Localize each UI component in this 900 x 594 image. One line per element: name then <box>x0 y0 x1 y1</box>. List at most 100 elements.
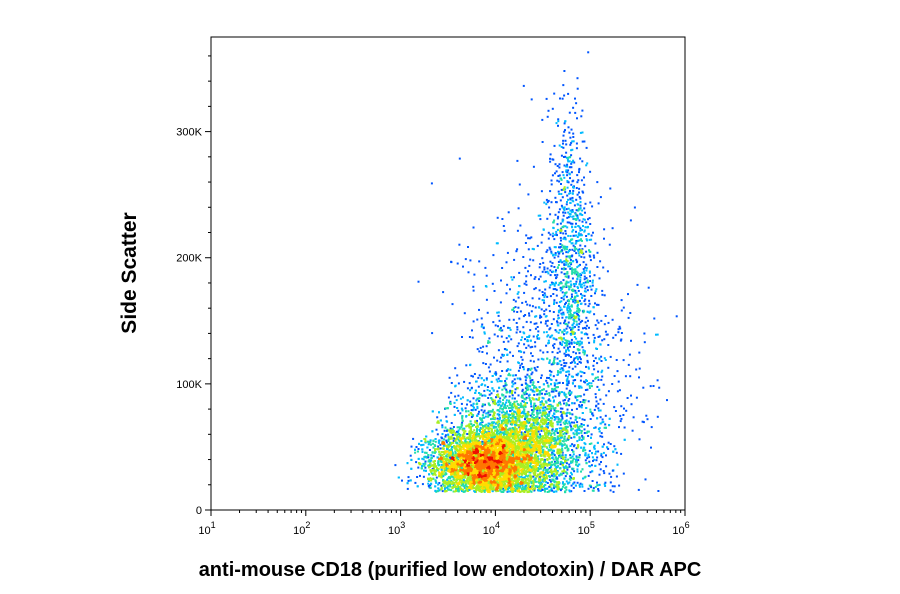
event-point <box>445 482 448 485</box>
event-point <box>459 458 462 461</box>
event-point <box>459 447 462 450</box>
event-point <box>504 474 506 477</box>
event-point <box>464 474 466 477</box>
event-point <box>424 469 427 472</box>
event-point <box>495 432 498 435</box>
event-point <box>486 482 489 485</box>
event-point <box>421 483 424 486</box>
event-point <box>458 455 461 458</box>
event-point <box>462 436 465 439</box>
event-point <box>422 475 425 478</box>
event-point <box>554 477 557 480</box>
event-point <box>427 482 430 485</box>
event-point <box>432 439 435 442</box>
event-point <box>452 466 455 469</box>
event-point <box>466 463 469 465</box>
event-point <box>414 481 417 484</box>
event-point <box>432 464 435 467</box>
event-point <box>410 458 413 461</box>
event-point <box>418 442 420 445</box>
event-point <box>467 468 470 471</box>
event-point <box>492 479 495 482</box>
event-point <box>476 435 479 438</box>
event-point <box>452 484 455 487</box>
event-point <box>483 468 486 470</box>
event-point <box>440 468 443 471</box>
event-point <box>477 441 480 444</box>
event-point <box>470 449 473 452</box>
event-point <box>458 480 461 483</box>
event-point <box>516 472 519 475</box>
event-point <box>459 488 462 491</box>
event-point <box>448 481 451 484</box>
event-point <box>434 489 437 492</box>
event-point <box>489 433 492 436</box>
event-point <box>445 464 448 466</box>
event-point <box>476 449 479 452</box>
event-point <box>498 462 501 465</box>
event-point <box>515 468 518 471</box>
event-point <box>467 445 470 448</box>
event-point <box>491 449 494 452</box>
event-point <box>502 432 504 434</box>
event-point <box>467 466 470 469</box>
event-point <box>451 470 454 473</box>
event-point <box>453 413 456 416</box>
event-point <box>526 475 529 478</box>
event-point <box>443 470 446 473</box>
event-point <box>455 487 458 490</box>
event-point <box>500 443 503 446</box>
event-point <box>420 467 423 470</box>
event-point <box>492 470 495 473</box>
event-point <box>499 474 502 477</box>
event-point <box>474 455 477 458</box>
event-point <box>451 446 454 449</box>
event-point <box>451 468 454 470</box>
event-point <box>444 451 447 454</box>
event-point <box>444 444 447 447</box>
event-point <box>450 450 452 453</box>
event-point <box>483 490 486 493</box>
event-point <box>482 469 485 472</box>
event-point <box>479 436 481 439</box>
event-point <box>441 460 444 463</box>
event-point <box>427 484 430 487</box>
event-point <box>466 470 469 473</box>
event-point <box>450 473 453 476</box>
event-point <box>443 482 446 485</box>
event-point <box>521 470 524 473</box>
event-point <box>515 450 518 453</box>
event-point <box>447 485 450 487</box>
event-point <box>454 439 457 442</box>
event-point <box>494 433 497 436</box>
event-point <box>510 487 513 490</box>
event-point <box>479 479 482 482</box>
event-point <box>511 489 513 492</box>
event-point <box>465 455 468 458</box>
event-point <box>410 445 413 448</box>
event-point <box>496 490 499 492</box>
event-point <box>462 442 465 445</box>
event-point <box>472 461 475 464</box>
event-point <box>499 443 501 446</box>
event-point <box>420 444 423 447</box>
event-point <box>446 450 449 453</box>
event-point <box>480 477 483 480</box>
event-point <box>423 456 426 459</box>
event-point <box>510 457 513 460</box>
event-point <box>432 460 435 463</box>
event-point <box>479 430 481 432</box>
event-point <box>495 487 498 490</box>
event-point <box>466 449 469 452</box>
event-point <box>451 480 454 483</box>
event-point <box>474 471 477 473</box>
event-point <box>442 455 445 458</box>
event-point <box>446 446 449 449</box>
event-point <box>447 459 450 462</box>
event-point <box>457 486 460 489</box>
event-point <box>437 445 440 448</box>
event-point <box>434 479 437 482</box>
event-point <box>447 455 450 458</box>
event-point <box>532 466 535 469</box>
event-point <box>439 473 442 476</box>
